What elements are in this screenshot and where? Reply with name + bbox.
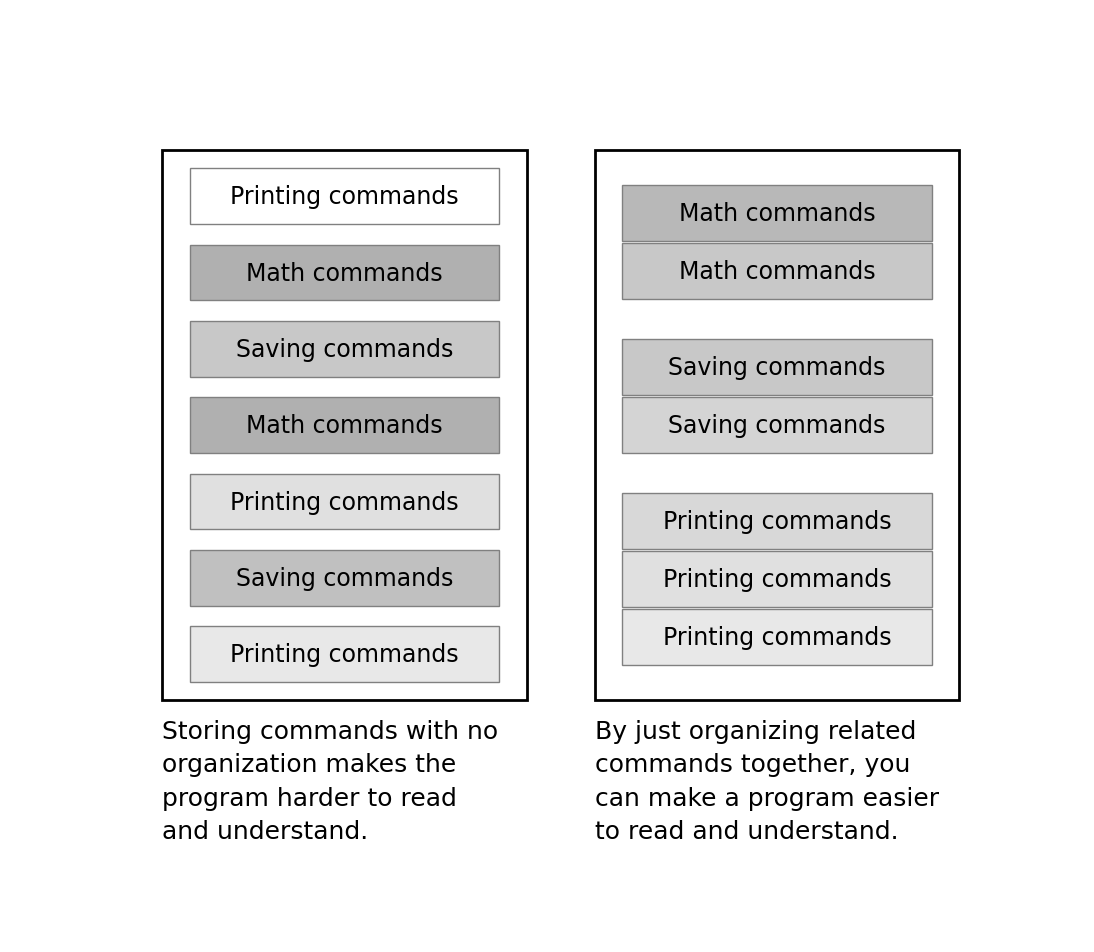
Bar: [595, 151, 959, 701]
Bar: [189, 398, 500, 454]
Text: Printing commands: Printing commands: [230, 643, 458, 666]
Text: Math commands: Math commands: [678, 202, 875, 226]
Text: Saving commands: Saving commands: [668, 414, 885, 438]
Text: Math commands: Math commands: [246, 414, 443, 438]
Text: Printing commands: Printing commands: [230, 185, 458, 209]
Bar: [189, 246, 500, 301]
Text: Saving commands: Saving commands: [236, 566, 453, 590]
Text: Printing commands: Printing commands: [663, 510, 892, 534]
Bar: [621, 244, 932, 300]
Bar: [189, 626, 500, 683]
Bar: [189, 474, 500, 530]
Bar: [189, 550, 500, 606]
Text: Printing commands: Printing commands: [663, 567, 892, 592]
Bar: [189, 322, 500, 377]
Bar: [621, 340, 932, 396]
Text: Math commands: Math commands: [246, 261, 443, 286]
Text: Storing commands with no
organization makes the
program harder to read
and under: Storing commands with no organization ma…: [162, 719, 498, 843]
Bar: [162, 151, 527, 701]
Bar: [621, 186, 932, 242]
Text: Printing commands: Printing commands: [663, 625, 892, 649]
Text: Saving commands: Saving commands: [236, 338, 453, 362]
Text: Saving commands: Saving commands: [668, 356, 885, 380]
Text: By just organizing related
commands together, you
can make a program easier
to r: By just organizing related commands toge…: [595, 719, 939, 843]
Bar: [621, 552, 932, 607]
Bar: [621, 610, 932, 665]
Bar: [189, 169, 500, 225]
Bar: [621, 398, 932, 454]
Text: Printing commands: Printing commands: [230, 490, 458, 514]
Bar: [621, 494, 932, 549]
Text: Math commands: Math commands: [678, 260, 875, 284]
